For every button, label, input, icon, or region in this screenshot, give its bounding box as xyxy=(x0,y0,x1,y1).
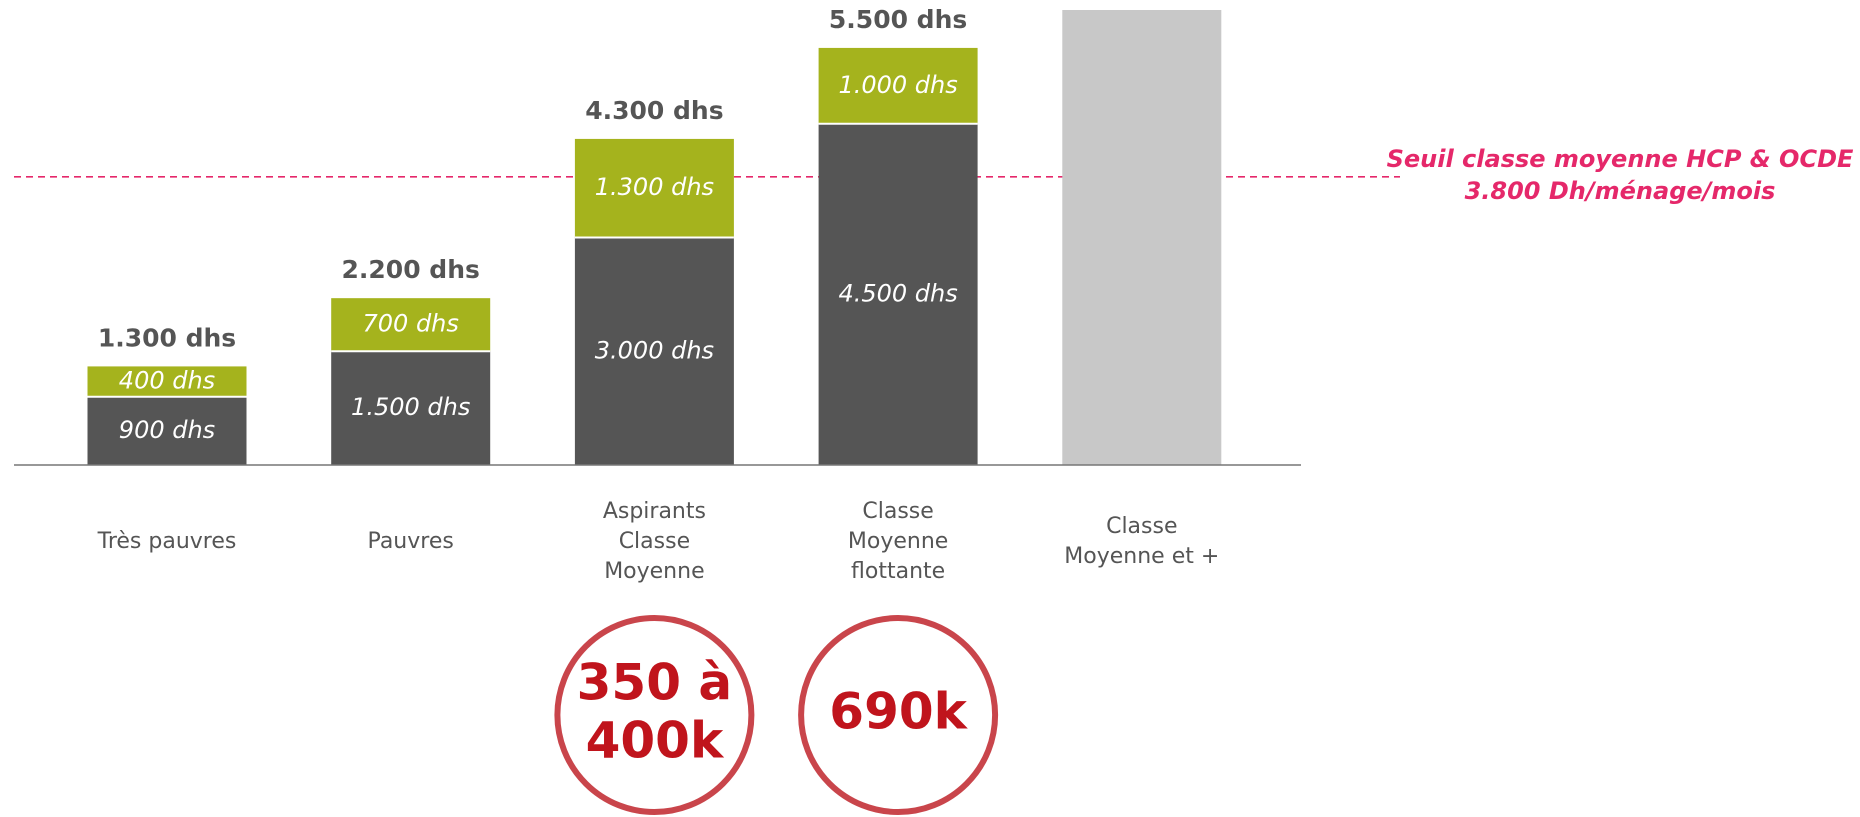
segment-label: 1.300 dhs xyxy=(595,173,714,201)
category-label: Classe xyxy=(862,499,933,524)
segment-label: 4.500 dhs xyxy=(838,279,957,307)
category-label: Aspirants xyxy=(603,499,706,524)
bar-segment xyxy=(1062,10,1221,465)
circle-label: 400k xyxy=(586,712,725,770)
chart: 900 dhs 400 dhs 1.300 dhs Très pauvres 1.500… xyxy=(0,0,1860,817)
category-label: flottante xyxy=(851,559,945,584)
total-label: 2.200 dhs xyxy=(342,255,480,284)
segment-label: 1.500 dhs xyxy=(351,393,470,421)
total-label: 5.500 dhs xyxy=(829,5,967,34)
category-label: Classe xyxy=(619,529,690,554)
circle-label: 350 à xyxy=(577,654,733,712)
segment-label: 700 dhs xyxy=(363,310,459,338)
segment-label: 900 dhs xyxy=(119,416,215,444)
category-label: Moyenne xyxy=(604,559,704,584)
segment-label: 1.000 dhs xyxy=(838,71,957,99)
segment-label: 3.000 dhs xyxy=(595,336,714,364)
total-label: 4.300 dhs xyxy=(585,96,723,125)
threshold-label: 3.800 Dh/ménage/mois xyxy=(1465,177,1776,205)
total-label: 1.300 dhs xyxy=(98,323,236,352)
threshold-label: Seuil classe moyenne HCP & OCDE xyxy=(1387,145,1854,173)
category-label: Moyenne xyxy=(848,529,948,554)
category-label: Moyenne et + xyxy=(1064,544,1219,569)
circle-label: 690k xyxy=(829,683,968,741)
category-label: Classe xyxy=(1106,514,1177,539)
segment-label: 400 dhs xyxy=(119,367,215,395)
category-label: Pauvres xyxy=(368,529,454,554)
category-label: Très pauvres xyxy=(97,529,237,554)
